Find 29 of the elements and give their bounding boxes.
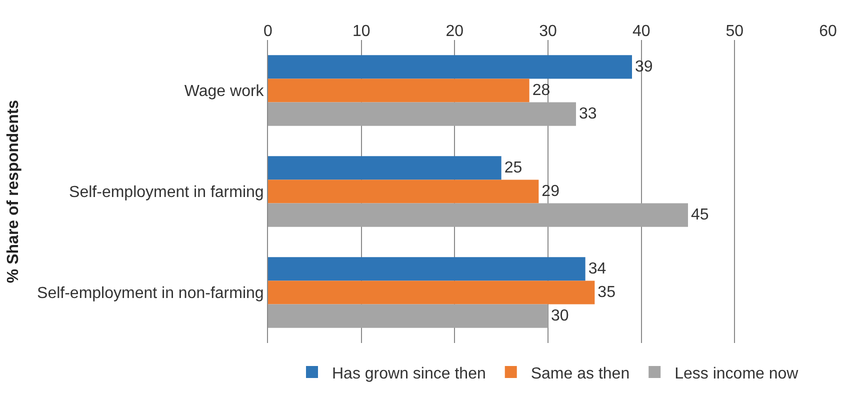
data-label: 30 [551, 308, 569, 325]
x-tick-label: 40 [632, 22, 650, 40]
legend-label: Has grown since then [332, 365, 486, 382]
x-tick-label: 10 [352, 22, 370, 40]
data-label: 33 [579, 106, 597, 123]
legend-label: Less income now [674, 365, 799, 382]
x-tick-label: 30 [539, 22, 557, 40]
data-label: 45 [691, 206, 709, 224]
x-tick-label: 50 [726, 22, 744, 40]
legend-label: Same as then [530, 365, 630, 382]
x-tick-label: 20 [446, 22, 464, 40]
x-tick-label: 60 [819, 22, 837, 40]
y-tick-label: Self-employment in non-farming [37, 285, 264, 302]
data-label: 35 [598, 284, 616, 301]
y-tick-label: Wage work [184, 83, 265, 100]
y-tick-label: Self-employment in farming [69, 184, 264, 202]
bar [268, 304, 548, 328]
bar [268, 180, 539, 204]
bar [268, 203, 688, 227]
x-tick-label: 0 [264, 22, 273, 40]
bar [268, 102, 576, 126]
bar [268, 257, 586, 281]
data-label: 25 [504, 159, 522, 176]
bar [268, 78, 530, 102]
data-label: 34 [588, 260, 606, 278]
bar [268, 280, 595, 304]
bar [268, 156, 502, 180]
y-axis-title: % Share of respondents [4, 100, 22, 284]
bar [268, 55, 632, 79]
